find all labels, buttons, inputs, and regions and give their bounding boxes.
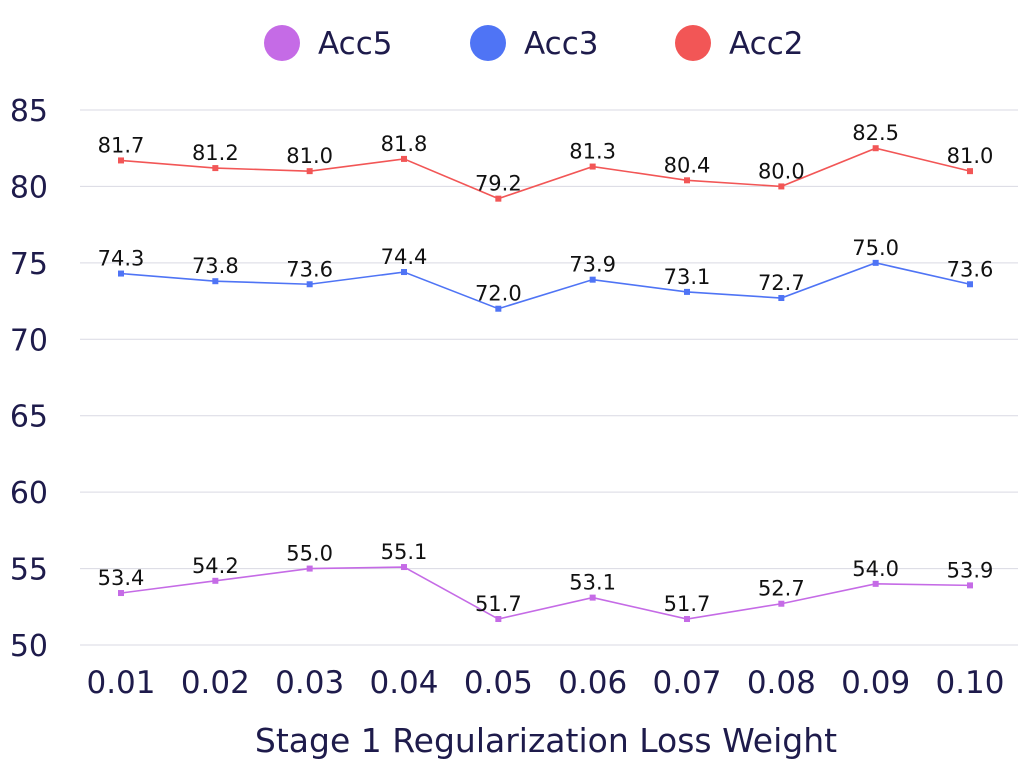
gridlines	[80, 109, 1018, 646]
data-point-acc2	[778, 183, 785, 190]
legend-label-acc2: Acc2	[729, 26, 803, 62]
data-label-acc2: 81.0	[947, 144, 994, 168]
data-point-acc2	[118, 157, 124, 164]
data-point-acc3	[306, 281, 313, 288]
legend-marker-acc3	[470, 25, 506, 61]
x-axis-ticks: 0.01 0.02 0.03 0.04 0.05 0.06 0.07 0.08 0.09 0.10	[86, 665, 1004, 701]
data-label-acc5: 52.7	[758, 577, 805, 601]
y-tick-label: 50	[10, 629, 48, 664]
legend-label-acc5: Acc5	[318, 26, 392, 62]
x-tick-label: 0.05	[464, 665, 533, 701]
data-point-acc3	[967, 281, 973, 288]
data-point-acc2	[684, 177, 690, 184]
data-point-acc5	[872, 580, 879, 587]
data-label-acc2: 80.0	[758, 159, 805, 183]
x-tick-label: 0.04	[369, 665, 438, 701]
data-label-acc2: 81.0	[286, 144, 333, 168]
data-label-acc2: 79.2	[475, 172, 522, 196]
legend-label-acc3: Acc3	[524, 26, 598, 62]
data-point-acc5	[401, 564, 407, 571]
series-line-acc5	[120, 566, 971, 620]
data-point-acc2	[495, 195, 502, 202]
data-label-acc5: 54.2	[192, 554, 239, 578]
data-point-acc3	[872, 259, 879, 266]
data-label-acc2: 81.7	[98, 133, 145, 157]
y-tick-label: 55	[10, 553, 48, 588]
legend: Acc5 Acc3 Acc2	[264, 25, 803, 62]
data-point-acc3	[589, 276, 596, 283]
data-point-acc5	[212, 577, 219, 584]
y-axis-ticks: 50 55 60 65 70 75 80 85	[10, 94, 48, 664]
y-tick-label: 60	[10, 476, 48, 511]
data-label-acc5: 55.1	[381, 540, 428, 564]
x-tick-label: 0.01	[86, 665, 155, 701]
data-label-acc2: 81.3	[569, 140, 616, 164]
data-label-acc3: 73.8	[192, 254, 239, 278]
data-label-acc3: 73.9	[569, 253, 616, 277]
data-label-acc5: 54.0	[852, 557, 899, 581]
data-point-acc5	[684, 616, 690, 623]
data-point-acc2	[589, 163, 596, 170]
data-labels: 53.4 54.2 55.0 55.1 51.7 53.1 51.7 52.7 54.0 53.9…	[98, 121, 994, 616]
data-label-acc2: 80.4	[664, 153, 711, 177]
data-point-acc5	[589, 594, 596, 601]
x-tick-label: 0.02	[181, 665, 250, 701]
series-line-acc2	[120, 147, 971, 200]
data-point-acc5	[495, 616, 502, 623]
data-label-acc3: 75.0	[852, 236, 899, 260]
data-label-acc3: 73.6	[947, 257, 994, 281]
y-tick-label: 85	[10, 94, 48, 129]
x-axis-label: Stage 1 Regularization Loss Weight	[255, 721, 837, 760]
data-label-acc5: 55.0	[286, 542, 333, 566]
x-tick-label: 0.08	[747, 665, 816, 701]
data-point-acc5	[118, 590, 124, 597]
data-point-acc3	[401, 269, 407, 276]
data-label-acc3: 72.0	[475, 282, 522, 306]
data-point-acc3	[212, 278, 219, 285]
data-label-acc2: 81.2	[192, 141, 239, 165]
x-tick-label: 0.03	[275, 665, 344, 701]
x-tick-label: 0.07	[652, 665, 721, 701]
data-label-acc3: 73.1	[664, 265, 711, 289]
y-tick-label: 70	[10, 323, 48, 358]
data-point-acc2	[872, 145, 879, 152]
x-tick-label: 0.09	[841, 665, 910, 701]
data-point-acc5	[967, 582, 973, 589]
series-lines	[118, 145, 973, 623]
data-label-acc5: 53.4	[98, 566, 145, 590]
series-line-acc3	[120, 262, 971, 310]
data-label-acc5: 53.9	[947, 558, 994, 582]
data-label-acc3: 74.3	[98, 247, 145, 271]
data-point-acc3	[495, 305, 502, 312]
data-point-acc3	[118, 270, 124, 277]
data-label-acc5: 53.1	[569, 571, 616, 595]
data-label-acc3: 74.4	[381, 245, 428, 269]
data-label-acc2: 81.8	[381, 132, 428, 156]
data-point-acc2	[967, 168, 973, 175]
data-label-acc2: 82.5	[852, 121, 899, 145]
x-tick-label: 0.10	[935, 665, 1004, 701]
y-tick-label: 75	[10, 247, 48, 282]
data-label-acc5: 51.7	[475, 592, 522, 616]
data-point-acc5	[306, 565, 313, 572]
y-tick-label: 65	[10, 400, 48, 435]
data-label-acc5: 51.7	[664, 592, 711, 616]
data-point-acc2	[306, 168, 313, 175]
legend-marker-acc5	[264, 25, 300, 61]
data-point-acc3	[684, 288, 690, 295]
data-point-acc2	[212, 165, 219, 172]
data-label-acc3: 73.6	[286, 257, 333, 281]
data-label-acc3: 72.7	[758, 271, 805, 295]
y-tick-label: 80	[10, 170, 48, 205]
x-tick-label: 0.06	[558, 665, 627, 701]
data-point-acc2	[401, 155, 407, 162]
data-point-acc5	[778, 600, 785, 607]
data-point-acc3	[778, 295, 785, 302]
legend-marker-acc2	[675, 25, 711, 61]
